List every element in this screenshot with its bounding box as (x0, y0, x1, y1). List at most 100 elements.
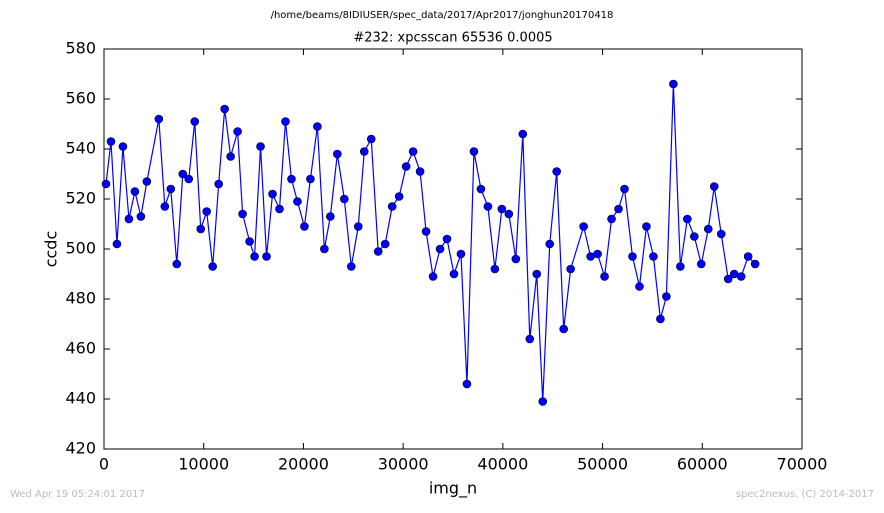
data-point (696, 259, 706, 269)
data-point (421, 227, 431, 236)
data-point (559, 324, 568, 334)
data-point (620, 184, 629, 194)
data-point (178, 169, 188, 179)
data-point (656, 314, 665, 324)
data-point (428, 272, 438, 281)
data-point (723, 274, 733, 284)
y-tick-label: 560 (65, 89, 96, 108)
data-point (743, 252, 753, 261)
y-tick-label: 540 (65, 139, 96, 158)
data-point (250, 252, 259, 261)
y-tick-label: 520 (65, 189, 96, 208)
data-point (387, 202, 397, 211)
data-point (593, 249, 602, 259)
data-point (287, 174, 296, 184)
data-point (268, 189, 277, 199)
y-tick-label: 500 (65, 239, 96, 258)
data-point (525, 334, 535, 344)
data-point (490, 264, 500, 274)
x-tick-label: 0 (99, 455, 109, 474)
data-point (750, 259, 760, 269)
data-point (394, 192, 404, 201)
y-tick-label: 480 (65, 289, 96, 308)
data-point (538, 397, 548, 406)
data-point (511, 254, 521, 264)
data-point (238, 209, 247, 219)
data-point (202, 207, 212, 216)
data-line (105, 83, 756, 402)
data-point (281, 117, 290, 126)
data-point (408, 147, 418, 156)
chart-title: #232: xpcsscan 65536 0.0005 (353, 31, 552, 46)
data-point (703, 224, 713, 234)
data-point (353, 222, 363, 231)
footer-timestamp: Wed Apr 19 05:24:01 2017 (10, 489, 145, 500)
suptitle: /home/beams/8IDIUSER/spec_data/2017/Apr2… (271, 10, 614, 21)
data-point (709, 182, 719, 191)
data-point (233, 127, 242, 136)
data-point (112, 239, 122, 249)
data-point (469, 147, 479, 156)
y-tick-label: 580 (65, 39, 96, 58)
data-point (359, 147, 369, 156)
data-point (262, 252, 271, 261)
data-point (142, 177, 152, 186)
data-point (380, 239, 390, 249)
data-point (275, 204, 284, 214)
data-point (300, 222, 309, 231)
data-point (313, 122, 322, 131)
data-point (340, 194, 349, 204)
data-point (435, 244, 445, 254)
x-tick-label: 40000 (477, 455, 528, 474)
x-tick-label: 50000 (577, 455, 628, 474)
data-point (449, 269, 459, 279)
data-point (662, 292, 671, 301)
data-point (101, 179, 111, 189)
data-point (118, 142, 128, 151)
data-point (326, 212, 335, 221)
data-point (476, 184, 486, 194)
data-point (669, 79, 678, 89)
data-point (346, 262, 356, 271)
data-point (366, 134, 376, 144)
data-point (614, 204, 623, 214)
data-point (293, 197, 302, 206)
data-point (172, 259, 182, 269)
data-point (190, 117, 200, 126)
x-tick-label: 30000 (378, 455, 429, 474)
y-axis-label: ccdc (42, 231, 61, 268)
data-point (607, 214, 616, 224)
data-point (306, 174, 315, 184)
x-tick-label: 10000 (178, 455, 229, 474)
data-point (208, 262, 217, 271)
data-point (214, 179, 223, 189)
data-point (373, 247, 383, 256)
data-point (600, 272, 609, 281)
x-tick-label: 20000 (278, 455, 329, 474)
data-point (130, 187, 140, 196)
data-point (642, 222, 651, 231)
data-point (124, 214, 134, 224)
data-point (552, 167, 562, 176)
data-point (545, 239, 555, 249)
footer-credit: spec2nexus, (C) 2014-2017 (736, 489, 874, 500)
y-tick-label: 420 (65, 439, 96, 458)
data-point (716, 229, 726, 239)
data-point (442, 234, 452, 244)
data-point (136, 212, 146, 221)
data-point (196, 224, 206, 234)
data-point (220, 104, 229, 114)
data-point (184, 174, 194, 184)
data-point (245, 237, 254, 246)
data-point (320, 244, 329, 254)
data-point (628, 252, 637, 261)
x-tick-label: 60000 (677, 455, 728, 474)
data-point (415, 167, 425, 176)
data-point (256, 142, 265, 151)
data-point (532, 269, 542, 279)
data-point (166, 184, 176, 194)
data-point (635, 282, 644, 291)
data-point (483, 202, 493, 211)
data-point (462, 379, 472, 389)
